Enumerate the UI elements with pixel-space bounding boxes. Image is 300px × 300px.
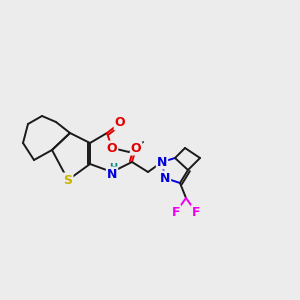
Text: N: N xyxy=(160,172,170,184)
Text: O: O xyxy=(115,116,125,130)
Text: N: N xyxy=(157,155,167,169)
Text: H: H xyxy=(109,163,117,173)
Text: N: N xyxy=(107,167,117,181)
Text: O: O xyxy=(107,142,117,154)
Text: O: O xyxy=(131,142,141,154)
Text: F: F xyxy=(172,206,180,218)
Text: S: S xyxy=(64,173,73,187)
Text: F: F xyxy=(192,206,200,218)
